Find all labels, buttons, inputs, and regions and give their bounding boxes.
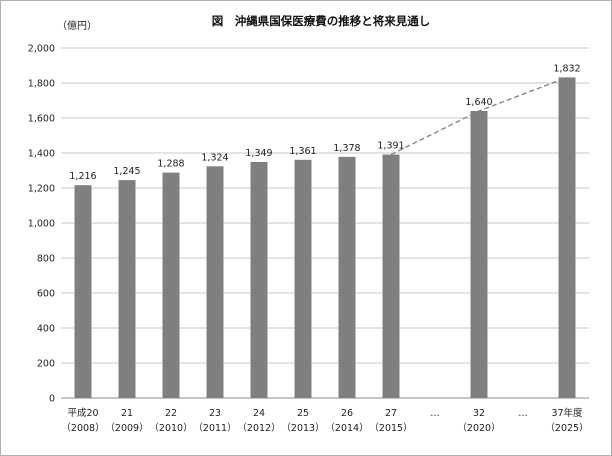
bar: [74, 185, 92, 398]
projection-line: [390, 76, 568, 156]
x-tick-sublabel: （2008）: [61, 422, 104, 434]
data-label: 1,391: [377, 141, 404, 152]
x-tick-label: 23: [209, 408, 221, 419]
y-tick-label: 1,600: [28, 114, 55, 125]
chart-title: 図 沖縄県国保医療費の推移と将来見通し: [212, 14, 431, 28]
y-tick-label: 800: [37, 254, 55, 265]
x-tick-label: 22: [165, 408, 177, 419]
y-tick-label: 1,200: [28, 184, 55, 195]
bar: [382, 154, 400, 398]
gridlines: [61, 47, 589, 399]
x-tick-label: 24: [253, 408, 265, 419]
data-label: 1,361: [289, 146, 316, 157]
data-label: 1,216: [69, 171, 96, 182]
x-tick-label: 平成20: [67, 407, 98, 419]
x-tick-label: 26: [341, 408, 353, 419]
bar: [118, 180, 136, 398]
data-label: 1,245: [113, 166, 140, 177]
x-tick-sublabel: （2014）: [325, 422, 368, 434]
data-label: 1,324: [201, 152, 228, 163]
x-tick-label: 32: [473, 408, 485, 419]
bar: [470, 111, 488, 398]
y-tick-label: 200: [37, 359, 55, 370]
x-tick-sublabel: （2012）: [237, 422, 280, 434]
y-tick-label: 0: [49, 394, 55, 405]
data-label: 1,640: [465, 97, 492, 108]
bar: [206, 166, 224, 398]
y-tick-label: 1,400: [28, 149, 55, 160]
bar: [250, 161, 268, 398]
x-tick-sublabel: （2011）: [193, 422, 236, 434]
bar: [294, 159, 312, 398]
x-axis-ticks: 平成20 （2008） 21 （2009） 22 （2010） 23 （2011） 24 （201…: [61, 407, 588, 434]
x-tick-label: 25: [297, 408, 309, 419]
data-label: 1,378: [333, 143, 360, 154]
data-label: 1,349: [245, 148, 272, 159]
bar: [162, 172, 180, 398]
data-labels: 1,216 1,245 1,288 1,324 1,349 1,361 1,378 1,391…: [69, 63, 580, 182]
x-tick-sublabel: （2025）: [545, 422, 588, 434]
data-label: 1,832: [553, 63, 580, 74]
x-tick-label: 21: [121, 408, 133, 419]
y-tick-label: 1,800: [28, 79, 55, 90]
x-tick-sublabel: （2010）: [149, 422, 192, 434]
x-tick-sublabel: （2020）: [457, 422, 500, 434]
y-tick-label: 1,000: [28, 219, 55, 230]
x-tick-sublabel: （2013）: [281, 422, 324, 434]
bars: [74, 77, 576, 399]
x-tick-label: …: [518, 408, 528, 419]
y-axis-unit-label: （億円）: [57, 19, 97, 32]
bar: [338, 156, 356, 398]
x-tick-label: 37年度: [551, 407, 583, 419]
y-tick-label: 400: [37, 324, 55, 335]
x-tick-sublabel: （2009）: [105, 422, 148, 434]
x-tick-label: 27: [385, 408, 397, 419]
projection-trend: [390, 76, 568, 156]
y-axis-ticks: 0 200 400 600 800 1,000 1,200 1,400 1,600 1,800 2,…: [28, 44, 55, 405]
x-tick-sublabel: （2015）: [369, 422, 412, 434]
y-tick-label: 600: [37, 289, 55, 300]
bar: [558, 77, 576, 399]
y-tick-label: 2,000: [28, 44, 55, 55]
x-tick-label: …: [430, 408, 440, 419]
data-label: 1,288: [157, 159, 184, 170]
